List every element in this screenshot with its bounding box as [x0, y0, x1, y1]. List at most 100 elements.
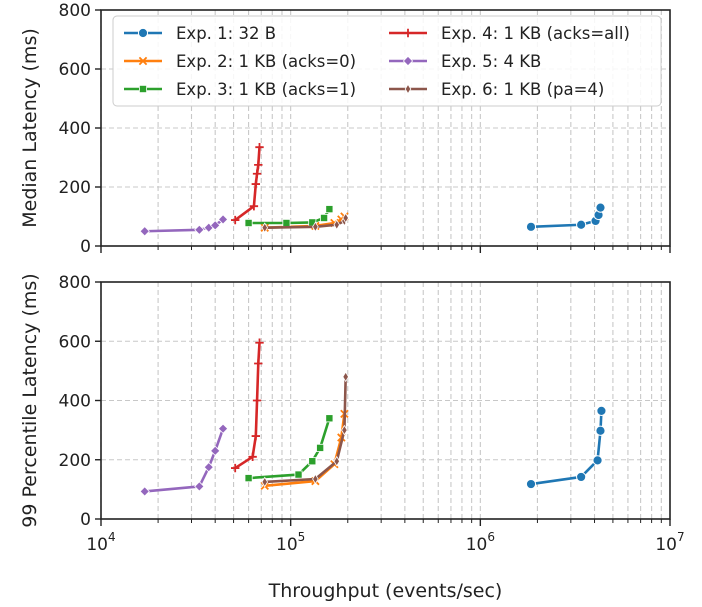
data-point: [341, 424, 348, 436]
data-point: [248, 452, 257, 461]
data-point: [325, 205, 334, 214]
legend-item: Exp. 4: 1 KB (acks=all): [389, 24, 630, 43]
data-point: [194, 481, 205, 492]
data-point: [576, 219, 587, 230]
data-point: [595, 202, 606, 213]
data-point: [333, 219, 341, 231]
data-point: [217, 214, 229, 225]
data-point: [342, 371, 349, 383]
series-6: [261, 371, 349, 488]
y-tick-label: 0: [80, 510, 91, 530]
data-point: [592, 455, 603, 466]
y-axis-label: Median Latency (ms): [19, 28, 41, 228]
series-line: [529, 206, 602, 229]
legend-label: Exp. 4: 1 KB (acks=all): [441, 24, 630, 43]
y-tick-label: 400: [59, 392, 91, 412]
data-point: [255, 338, 264, 347]
data-point: [576, 471, 587, 483]
legend-marker: [402, 55, 414, 67]
legend-label: Exp. 1: 32 B: [176, 24, 276, 43]
median-latency-panel: 0 200 400 600 800 Median Latency (ms): [19, 1, 671, 257]
series-line: [529, 409, 603, 486]
data-point: [139, 486, 150, 497]
grid: [100, 281, 671, 520]
data-point: [249, 201, 259, 211]
data-point: [525, 478, 537, 490]
x-axis-label: Throughput (events/sec): [268, 580, 503, 602]
y-tick-label: 0: [80, 237, 91, 257]
data-point: [595, 425, 606, 436]
data-point: [294, 470, 303, 479]
data-point: [320, 213, 329, 222]
legend-marker: [404, 83, 412, 95]
data-point: [252, 396, 262, 405]
data-point: [244, 218, 253, 227]
legend-label: Exp. 2: 1 KB (acks=0): [176, 52, 356, 71]
y-tick-label: 600: [59, 60, 91, 80]
series-3: [244, 414, 334, 483]
data-point: [342, 212, 349, 224]
data-point: [217, 423, 229, 434]
legend-item: Exp. 3: 1 KB (acks=1): [124, 80, 356, 99]
legend-label: Exp. 6: 1 KB (pa=4): [441, 80, 604, 99]
legend-item: Exp. 5: 4 KB: [389, 52, 541, 71]
y-tick-label: 400: [59, 119, 91, 139]
data-point: [252, 169, 262, 178]
series-4: [231, 338, 264, 473]
data-point: [210, 220, 221, 231]
data-point: [333, 455, 341, 467]
data-point: [596, 405, 607, 416]
x-tick-label: 105: [276, 530, 305, 555]
data-point: [254, 359, 263, 368]
data-point: [312, 221, 319, 233]
data-point: [255, 142, 264, 152]
y-tick-label: 600: [59, 332, 91, 352]
data-point: [251, 179, 261, 189]
x-tick-label: 106: [466, 530, 495, 555]
legend: Exp. 1: 32 B Exp. 2: 1 KB (acks=0) Exp. 3:…: [112, 15, 662, 107]
data-point: [231, 463, 240, 473]
y-tick-label: 200: [59, 451, 91, 471]
data-point: [244, 474, 253, 483]
data-point: [251, 431, 261, 441]
legend-label: Exp. 3: 1 KB (acks=1): [176, 80, 356, 99]
y-tick-label: 800: [59, 273, 91, 293]
data-point: [312, 473, 319, 485]
legend-marker: [138, 56, 148, 66]
legend-marker: [403, 28, 413, 38]
data-point: [231, 215, 240, 225]
data-point: [203, 461, 214, 473]
x-axis: 104 105 106 107 Throughput (events/sec): [86, 530, 684, 602]
legend-box: [112, 15, 662, 107]
y-axis-label: 99 Percentile Latency (ms): [19, 273, 41, 527]
data-point: [139, 226, 150, 237]
data-point: [308, 457, 317, 466]
series-1: [525, 405, 607, 490]
legend-item: Exp. 6: 1 KB (pa=4): [389, 80, 604, 99]
data-point: [261, 222, 269, 234]
data-point: [194, 224, 205, 235]
legend-item: Exp. 1: 32 B: [124, 24, 276, 43]
x-tick-label: 107: [655, 530, 684, 555]
series-6: [261, 212, 349, 234]
legend-label: Exp. 5: 4 KB: [441, 52, 541, 71]
data-point: [210, 445, 221, 457]
legend-item: Exp. 2: 1 KB (acks=0): [124, 52, 356, 71]
series-5: [139, 214, 229, 237]
data-point: [282, 218, 291, 227]
p99-latency-panel: 0 200 400 600 800 99 Percentile Latency (ms): [19, 273, 671, 530]
y-tick-label: 200: [59, 178, 91, 198]
data-point: [325, 414, 334, 423]
series-3: [244, 205, 334, 227]
series-5: [139, 423, 229, 497]
data-point: [316, 443, 325, 452]
y-tick-label: 800: [59, 1, 91, 21]
legend-marker: [138, 85, 147, 94]
legend-marker: [137, 27, 149, 39]
data-point: [261, 476, 269, 488]
x-tick-label: 104: [86, 530, 115, 555]
series-4: [231, 142, 264, 225]
series-1: [525, 202, 606, 232]
data-point: [525, 221, 537, 232]
